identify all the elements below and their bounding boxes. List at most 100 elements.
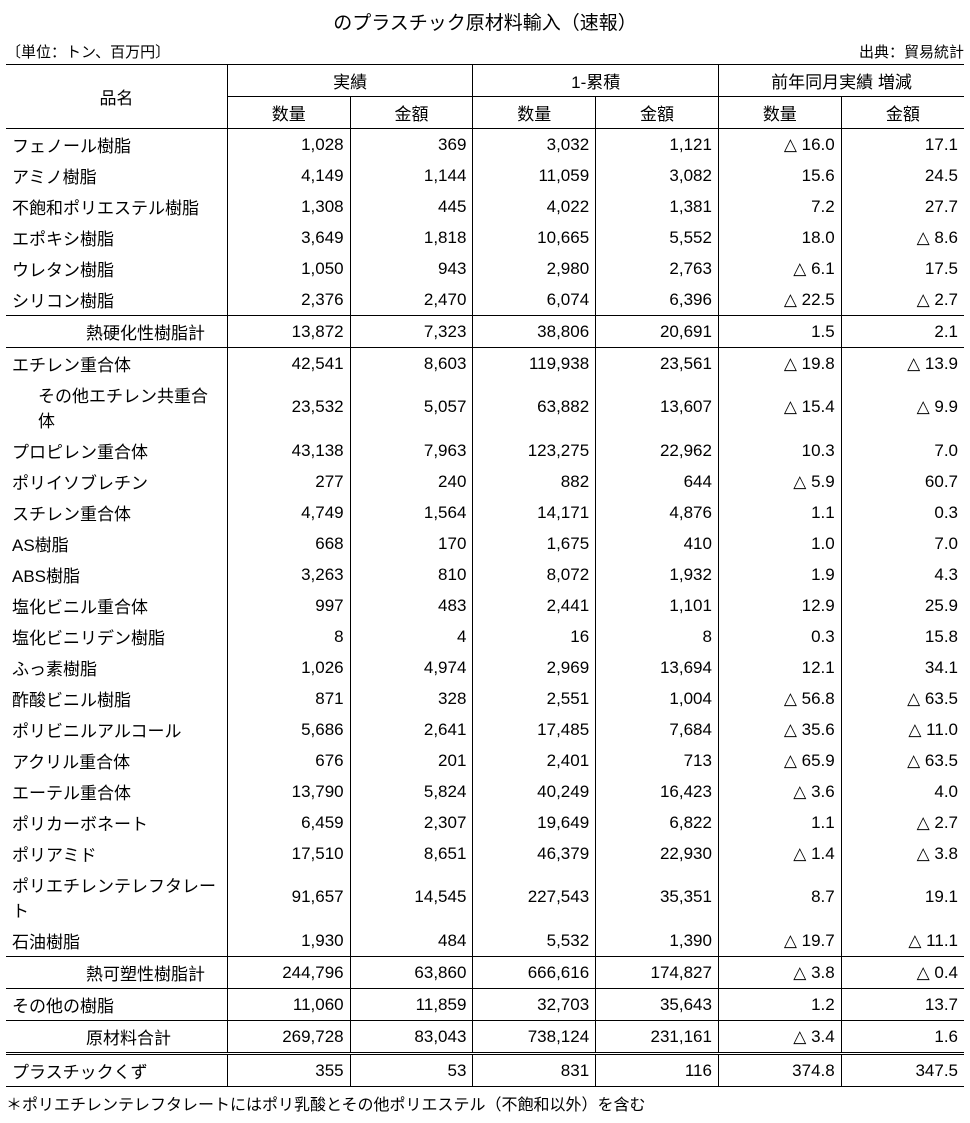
table-row: アミノ樹脂4,1491,14411,0593,08215.624.5	[6, 160, 964, 191]
cell-value: 22,962	[596, 435, 719, 466]
cell-value: 3,082	[596, 160, 719, 191]
cell-value: 2,376	[227, 284, 350, 316]
cell-value: 1,026	[227, 652, 350, 683]
row-name: アクリル重合体	[6, 745, 227, 776]
cell-value: △ 15.4	[718, 379, 841, 435]
cell-value: △ 11.0	[841, 714, 964, 745]
cell-value: 91,657	[227, 869, 350, 925]
cell-value: 269,728	[227, 1021, 350, 1054]
cell-value: 14,545	[350, 869, 473, 925]
cell-value: 484	[350, 925, 473, 957]
row-name: 不飽和ポリエステル樹脂	[6, 191, 227, 222]
cell-value: 1.5	[718, 316, 841, 348]
table-row: 熱硬化性樹脂計13,8727,32338,80620,6911.52.1	[6, 316, 964, 348]
cell-value: 3,649	[227, 222, 350, 253]
cell-value: 2,441	[473, 590, 596, 621]
cell-value: 17,485	[473, 714, 596, 745]
cell-value: 1,144	[350, 160, 473, 191]
cell-value: 943	[350, 253, 473, 284]
cell-value: 11,060	[227, 989, 350, 1021]
cell-value: 11,059	[473, 160, 596, 191]
cell-value: △ 63.5	[841, 745, 964, 776]
cell-value: 0.3	[718, 621, 841, 652]
row-name: ポリイソブレチン	[6, 466, 227, 497]
cell-value: 20,691	[596, 316, 719, 348]
cell-value: 1,930	[227, 925, 350, 957]
cell-value: 14,171	[473, 497, 596, 528]
col-actual-amt: 金額	[350, 97, 473, 129]
cell-value: △ 16.0	[718, 129, 841, 161]
cell-value: 1,390	[596, 925, 719, 957]
cell-value: 1,101	[596, 590, 719, 621]
table-row: エポキシ樹脂3,6491,81810,6655,55218.0△ 8.6	[6, 222, 964, 253]
cell-value: 1,381	[596, 191, 719, 222]
table-row: 原材料合計269,72883,043738,124231,161△ 3.41.6	[6, 1021, 964, 1054]
cell-value: 2,763	[596, 253, 719, 284]
cell-value: 5,552	[596, 222, 719, 253]
cell-value: 713	[596, 745, 719, 776]
row-name: ポリエチレンテレフタレート	[6, 869, 227, 925]
footnote: ＊ポリエチレンテレフタレートにはポリ乳酸とその他ポリエステル（不飽和以外）を含む	[6, 1091, 964, 1115]
cell-value: 328	[350, 683, 473, 714]
table-row: 塩化ビニル重合体9974832,4411,10112.925.9	[6, 590, 964, 621]
colgroup-cumulative: 1-累積	[473, 65, 719, 97]
cell-value: 13,872	[227, 316, 350, 348]
cell-value: △ 35.6	[718, 714, 841, 745]
unit-label: 〔単位：トン、百万円〕	[6, 41, 170, 62]
cell-value: 4,749	[227, 497, 350, 528]
source-label: 出典：貿易統計	[859, 41, 964, 62]
cell-value: 871	[227, 683, 350, 714]
cell-value: 6,822	[596, 807, 719, 838]
cell-value: 668	[227, 528, 350, 559]
cell-value: 5,057	[350, 379, 473, 435]
cell-value: 7,684	[596, 714, 719, 745]
cell-value: 3,032	[473, 129, 596, 161]
cell-value: 6,459	[227, 807, 350, 838]
table-row: AS樹脂6681701,6754101.07.0	[6, 528, 964, 559]
cell-value: △ 63.5	[841, 683, 964, 714]
cell-value: 5,824	[350, 776, 473, 807]
row-name: ポリビニルアルコール	[6, 714, 227, 745]
cell-value: 22,930	[596, 838, 719, 869]
cell-value: 8,072	[473, 559, 596, 590]
cell-value: 2,307	[350, 807, 473, 838]
row-name: スチレン重合体	[6, 497, 227, 528]
cell-value: 4,876	[596, 497, 719, 528]
cell-value: 1,308	[227, 191, 350, 222]
cell-value: 738,124	[473, 1021, 596, 1054]
row-name: プロピレン重合体	[6, 435, 227, 466]
cell-value: 445	[350, 191, 473, 222]
table-row: シリコン樹脂2,3762,4706,0746,396△ 22.5△ 2.7	[6, 284, 964, 316]
cell-value: 123,275	[473, 435, 596, 466]
cell-value: 483	[350, 590, 473, 621]
cell-value: 27.7	[841, 191, 964, 222]
table-row: ポリカーボネート6,4592,30719,6496,8221.1△ 2.7	[6, 807, 964, 838]
row-name: 熱硬化性樹脂計	[6, 316, 227, 348]
table-row: エーテル重合体13,7905,82440,24916,423△ 3.64.0	[6, 776, 964, 807]
cell-value: 7.0	[841, 435, 964, 466]
row-name: エーテル重合体	[6, 776, 227, 807]
cell-value: 7.2	[718, 191, 841, 222]
cell-value: 13,607	[596, 379, 719, 435]
cell-value: △ 3.4	[718, 1021, 841, 1054]
cell-value: △ 22.5	[718, 284, 841, 316]
table-row: ポリエチレンテレフタレート91,65714,545227,54335,3518.…	[6, 869, 964, 925]
cell-value: 170	[350, 528, 473, 559]
cell-value: 4,022	[473, 191, 596, 222]
row-name: 熱可塑性樹脂計	[6, 957, 227, 989]
cell-value: △ 5.9	[718, 466, 841, 497]
table-row: ポリビニルアルコール5,6862,64117,4857,684△ 35.6△ 1…	[6, 714, 964, 745]
cell-value: 1,050	[227, 253, 350, 284]
cell-value: 1,028	[227, 129, 350, 161]
cell-value: 810	[350, 559, 473, 590]
row-name: ポリアミド	[6, 838, 227, 869]
cell-value: 2.1	[841, 316, 964, 348]
cell-value: △ 13.9	[841, 348, 964, 380]
cell-value: 13,790	[227, 776, 350, 807]
cell-value: 15.6	[718, 160, 841, 191]
cell-value: △ 65.9	[718, 745, 841, 776]
cell-value: 1,564	[350, 497, 473, 528]
row-name: 塩化ビニリデン樹脂	[6, 621, 227, 652]
table-row: その他の樹脂11,06011,85932,70335,6431.213.7	[6, 989, 964, 1021]
table-row: ポリアミド17,5108,65146,37922,930△ 1.4△ 3.8	[6, 838, 964, 869]
